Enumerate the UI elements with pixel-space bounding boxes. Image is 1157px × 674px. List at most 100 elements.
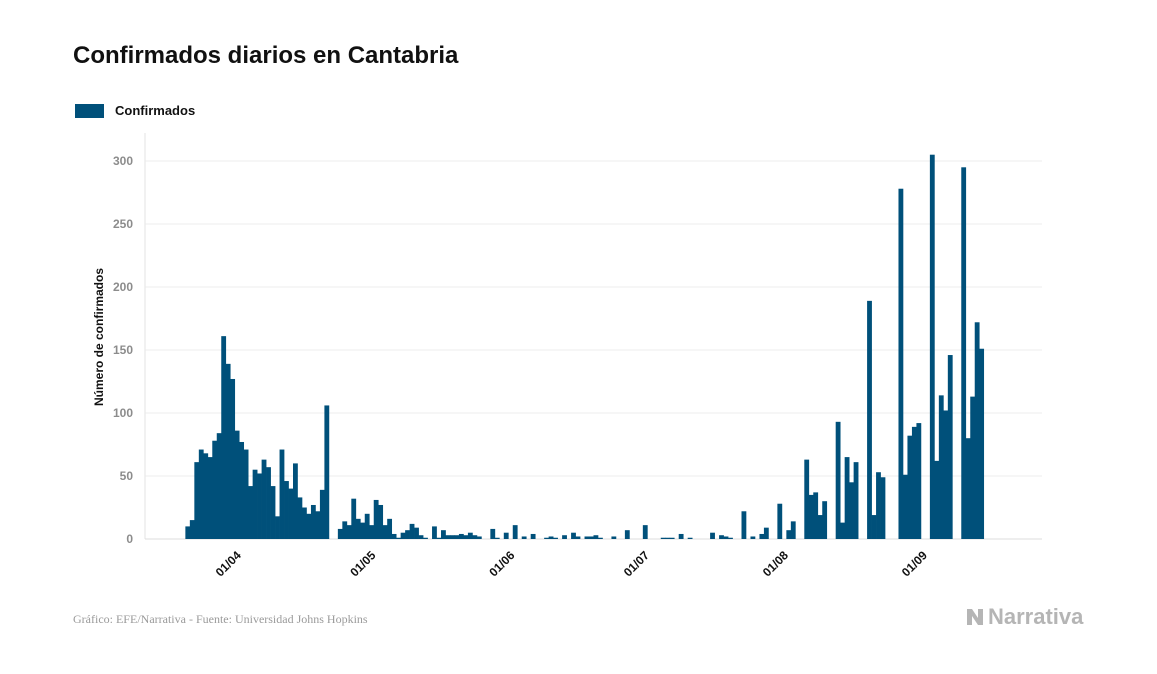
bar [418, 535, 424, 539]
bar [597, 537, 603, 539]
bar [225, 363, 231, 539]
bar [391, 533, 397, 539]
bar [876, 472, 881, 539]
bar [665, 537, 671, 539]
brand-logo: Narrativa [965, 604, 1083, 630]
bar [355, 518, 361, 539]
x-tick-label: 01/06 [486, 548, 517, 579]
bar [494, 537, 500, 539]
bar [346, 525, 352, 539]
bar [907, 435, 913, 539]
bar [808, 494, 814, 539]
bar [454, 535, 460, 539]
y-tick-label: 150 [113, 343, 133, 357]
bar [660, 537, 666, 539]
bar [817, 515, 823, 539]
bar [521, 536, 527, 539]
bar [364, 513, 370, 539]
bar [786, 530, 792, 539]
bar [589, 536, 594, 539]
bar [530, 533, 536, 539]
bar [472, 535, 478, 539]
bar [867, 300, 872, 539]
y-tick-label: 250 [113, 217, 133, 231]
bar [414, 527, 419, 539]
bar [189, 520, 195, 539]
bar [342, 521, 348, 539]
bar [396, 537, 401, 539]
bar [261, 459, 267, 539]
bar [490, 528, 496, 539]
bar [544, 537, 549, 539]
bar [234, 430, 240, 539]
bar [337, 528, 343, 539]
bar [284, 481, 289, 539]
bar [571, 532, 576, 539]
bar [266, 467, 271, 539]
bar [916, 423, 922, 539]
bar [898, 188, 904, 539]
bar [369, 525, 375, 539]
bar [849, 482, 854, 539]
legend-label: Confirmados [115, 103, 196, 118]
bar [687, 537, 693, 539]
bar [804, 459, 810, 539]
bar [934, 460, 940, 539]
bar [306, 513, 312, 539]
bar [387, 518, 393, 539]
bar [230, 378, 236, 539]
bar [252, 469, 258, 539]
bar [871, 515, 877, 539]
y-tick-label: 50 [120, 469, 134, 483]
bar [221, 336, 227, 539]
bar [741, 511, 747, 539]
bar [463, 535, 469, 539]
bar [409, 523, 415, 539]
bar [194, 462, 200, 539]
bar [642, 525, 648, 539]
bar [458, 533, 464, 539]
source-footer: Gráfico: EFE/Narrativa - Fuente: Univers… [73, 612, 368, 626]
bar [512, 525, 518, 539]
y-tick-label: 100 [113, 406, 133, 420]
bar [723, 536, 729, 539]
bar [405, 530, 410, 539]
bar [382, 525, 388, 539]
bar [400, 532, 406, 539]
bar [297, 497, 303, 539]
chart-title: Confirmados diarios en Cantabria [73, 42, 459, 69]
bar [185, 526, 191, 539]
bar [441, 530, 446, 539]
bar [351, 498, 357, 539]
bar [449, 535, 455, 539]
bar [813, 492, 819, 539]
bar [961, 167, 967, 540]
bar [593, 535, 599, 539]
bar [216, 433, 222, 539]
bar [763, 527, 769, 539]
bar [270, 486, 276, 539]
bar [445, 535, 451, 539]
bar [678, 533, 684, 539]
bar [319, 489, 325, 539]
bar [624, 530, 630, 539]
x-tick-label: 01/08 [760, 548, 791, 579]
bar [373, 499, 379, 539]
x-tick-label: 01/09 [899, 548, 930, 579]
bar [902, 474, 908, 539]
y-tick-label: 0 [126, 532, 133, 546]
bar [947, 355, 953, 539]
bar [288, 488, 294, 539]
bar [432, 526, 437, 539]
bar [970, 396, 976, 539]
bar [719, 535, 724, 539]
bar [777, 503, 783, 539]
legend-swatch [75, 103, 104, 118]
bar [562, 535, 567, 539]
bar [611, 536, 617, 539]
bar [198, 449, 204, 539]
bar [929, 154, 935, 539]
bar [239, 441, 245, 539]
bar [965, 438, 971, 539]
